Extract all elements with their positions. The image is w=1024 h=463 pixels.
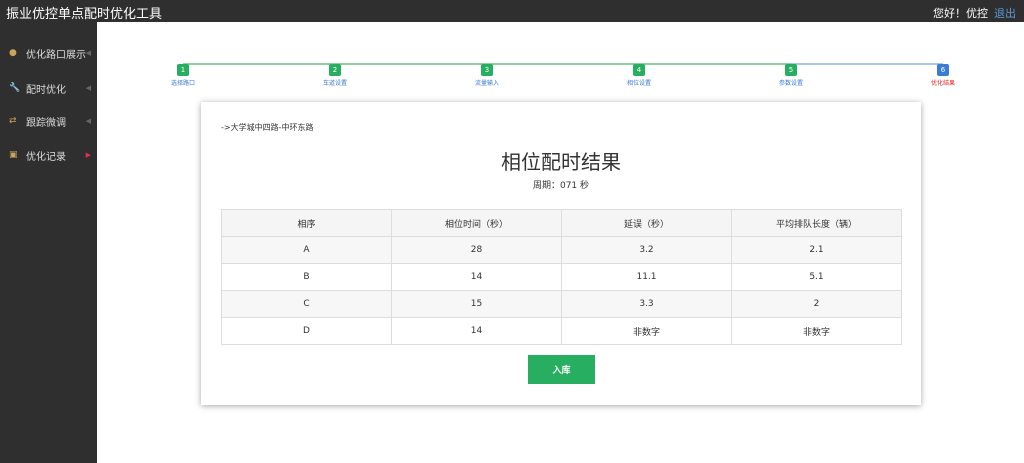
table-row: A 28 3.2 2.1 (221, 236, 902, 264)
wrench-icon: 🔧 (9, 83, 21, 93)
top-bar: 振业优控单点配时优化工具 您好！优控 退出 (0, 0, 1024, 22)
cycle-text: 周期：071 秒 (532, 181, 590, 191)
result-card: ->大学城中四路-中环东路 相位配时结果 周期：071 秒 相序 相位时间（秒）延… (201, 102, 921, 405)
app-title: 振业优控单点配时优化工具 (6, 7, 163, 22)
sidebar-item-optimization-records[interactable]: ▣ 优化记录 ▶ (0, 145, 97, 165)
step-6[interactable]: 6 优化结果 (930, 64, 955, 87)
table-row: B 14 11.1 5.1 (221, 263, 902, 291)
table-row: C 15 3.3 2 (221, 290, 902, 318)
table-header: 相序 相位时间（秒） 延误（秒） 平均排队长度（辆） (221, 209, 902, 237)
greeting: 您好！优控 (933, 7, 988, 20)
chevron-left-icon: ◀ (85, 49, 91, 57)
sidebar-item-label: 跟踪微调 (26, 117, 66, 129)
page-title: 相位配时结果 (501, 150, 621, 174)
sidebar-item-label: 优化路口展示 (26, 49, 86, 61)
sidebar-item-label: 配时优化 (26, 84, 66, 96)
chevron-left-icon: ◀ (85, 84, 91, 92)
chevron-right-icon: ▶ (85, 151, 91, 159)
user-area: 您好！优控 退出 (933, 5, 1016, 21)
results-table: 相序 相位时间（秒） 延误（秒） 平均排队长度（辆） A 28 3.2 2.1 B 14 11.… (221, 209, 902, 345)
sidebar-item-tracking-tuning[interactable]: ⇄ 跟踪微调 ◀ (0, 111, 97, 131)
map-pin-icon: ● (9, 48, 17, 58)
logout-link[interactable]: 退出 (994, 7, 1016, 20)
progress-steps: 1 选择路口 2 车道设置 3 流量输入 4 相位设置 5 参数设置 6 优化结果 (171, 57, 955, 87)
step-line-pending (791, 63, 943, 65)
step-4[interactable]: 4 相位设置 (626, 64, 651, 87)
sidebar: ● 优化路口展示 ◀ 🔧 配时优化 ◀ ⇄ 跟踪微调 ◀ ▣ 优化记录 ▶ (0, 22, 97, 463)
step-3[interactable]: 3 流量输入 (474, 64, 499, 87)
step-2[interactable]: 2 车道设置 (322, 64, 347, 87)
retweet-icon: ⇄ (9, 116, 17, 126)
sidebar-item-timing-optimization[interactable]: 🔧 配时优化 ◀ (0, 78, 97, 98)
sidebar-item-label: 优化记录 (26, 151, 66, 163)
breadcrumb: ->大学城中四路-中环东路 (221, 123, 314, 132)
step-1[interactable]: 1 选择路口 (170, 64, 195, 87)
copy-icon: ▣ (9, 150, 18, 160)
step-5[interactable]: 5 参数设置 (778, 64, 803, 87)
save-to-database-button[interactable]: 入库 (528, 355, 595, 384)
table-row: D 14 非数字 非数字 (221, 317, 902, 345)
sidebar-item-intersection-display[interactable]: ● 优化路口展示 ◀ (0, 43, 97, 63)
chevron-left-icon: ◀ (85, 117, 91, 125)
